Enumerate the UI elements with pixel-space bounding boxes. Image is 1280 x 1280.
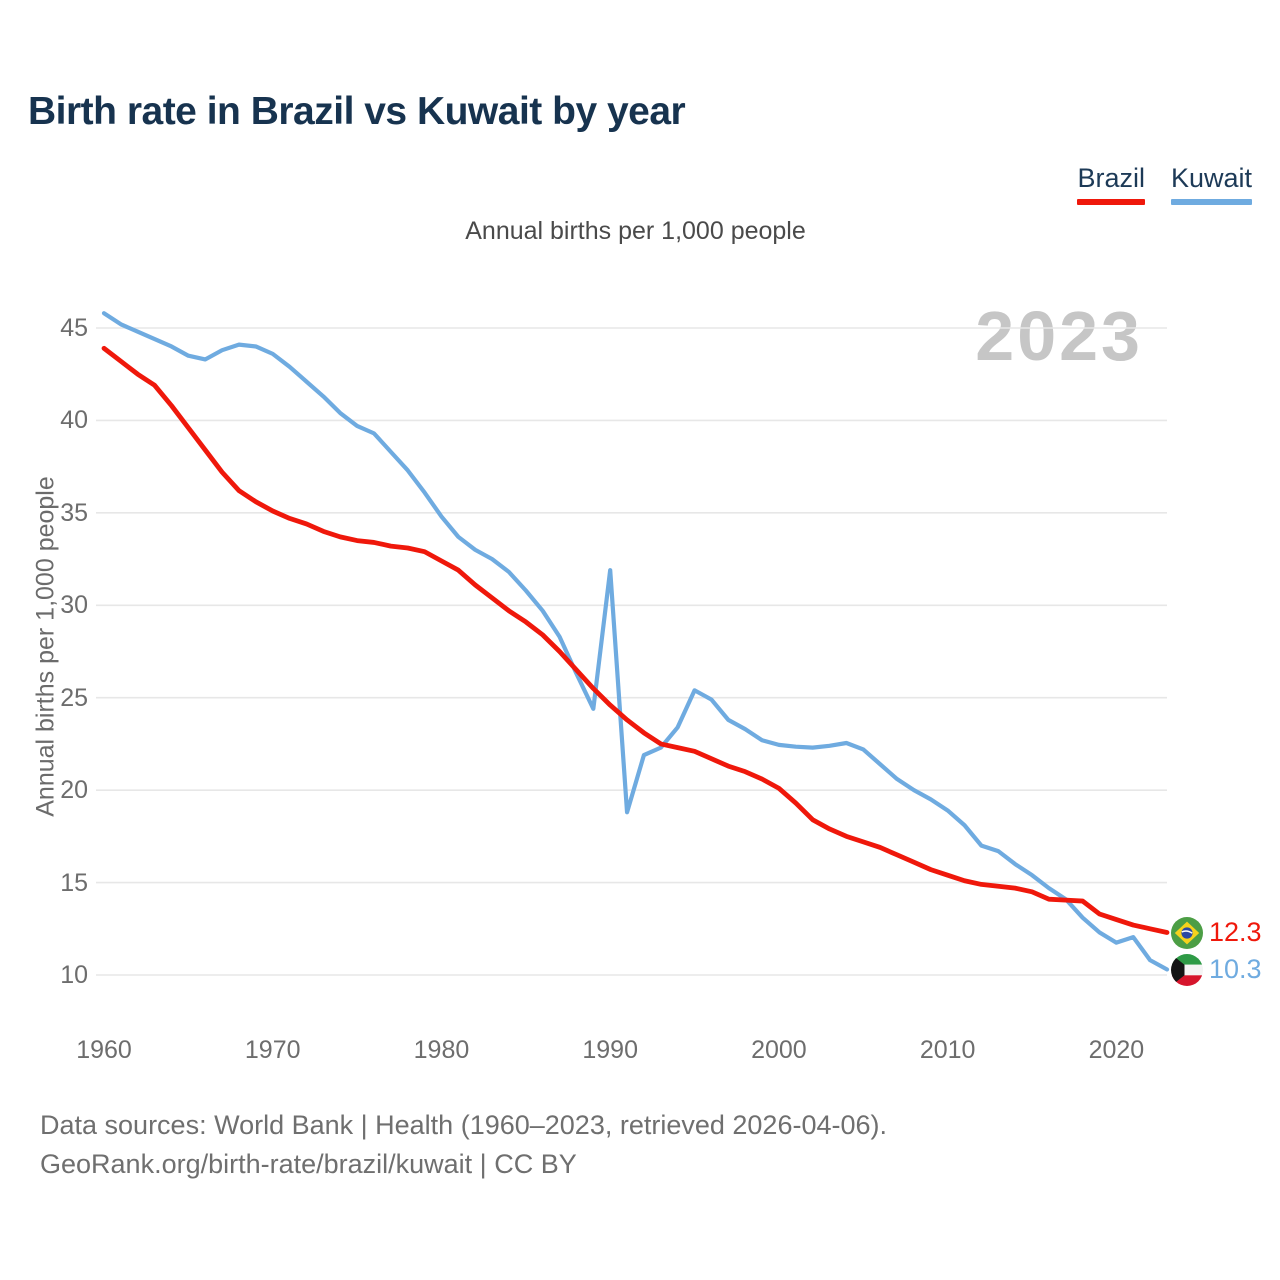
watermark-year: 2023 [975, 297, 1143, 375]
legend-label-kuwait: Kuwait [1170, 163, 1252, 193]
brazil-end-value: 12.3 [1209, 917, 1262, 947]
legend-item-brazil[interactable]: Brazil [1077, 163, 1145, 205]
y-tick-label: 45 [60, 314, 88, 342]
source-attribution: Data sources: World Bank | Health (1960–… [40, 1106, 887, 1184]
x-tick-label: 1990 [582, 1036, 638, 1064]
series-line-kuwait [101, 311, 1170, 972]
x-tick-label: 1970 [244, 1036, 301, 1064]
x-tick-label: 1980 [413, 1036, 470, 1064]
x-tick-label: 1960 [76, 1036, 132, 1064]
legend: Brazil Kuwait [1077, 163, 1252, 205]
source-line: Data sources: World Bank | Health (1960–… [40, 1110, 887, 1140]
legend-label-brazil: Brazil [1077, 163, 1145, 193]
legend-swatch-brazil [1077, 199, 1145, 205]
page-title: Birth rate in Brazil vs Kuwait by year [28, 90, 686, 133]
series-line-brazil [101, 345, 1170, 935]
x-tick-label: 2020 [1088, 1036, 1145, 1064]
license-line: GeoRank.org/birth-rate/brazil/kuwait | C… [40, 1149, 577, 1179]
y-axis-title: Annual births per 1,000 people [31, 476, 60, 817]
y-tick-label: 25 [60, 683, 88, 712]
chart-subtitle: Annual births per 1,000 people [465, 217, 806, 245]
y-tick-label: 30 [60, 591, 88, 620]
y-tick-label: 40 [60, 406, 88, 435]
y-tick-label: 35 [60, 498, 88, 527]
x-tick-label: 2010 [919, 1036, 976, 1064]
kuwait-flag-icon [1171, 954, 1203, 986]
x-tick-label: 2000 [751, 1036, 807, 1064]
brazil-flag-icon [1171, 917, 1203, 949]
y-tick-label: 20 [60, 776, 88, 805]
y-tick-label: 10 [60, 961, 88, 989]
y-tick-label: 15 [60, 868, 88, 897]
kuwait-end-value: 10.3 [1209, 954, 1262, 984]
legend-item-kuwait[interactable]: Kuwait [1170, 163, 1252, 205]
legend-swatch-kuwait [1170, 199, 1252, 205]
